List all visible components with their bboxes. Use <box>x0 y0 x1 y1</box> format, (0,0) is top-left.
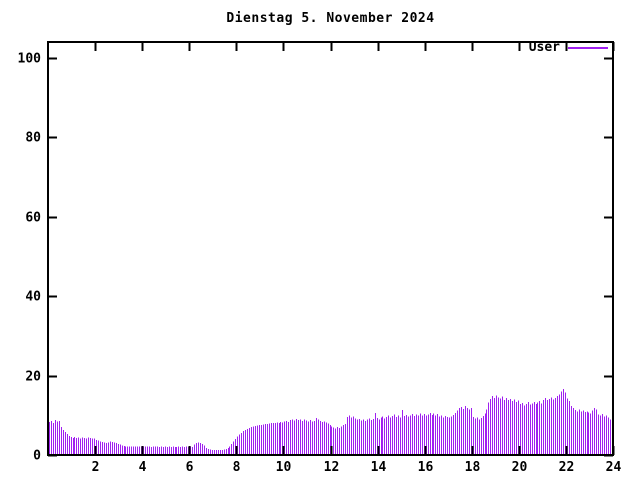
svg-text:22: 22 <box>559 460 575 475</box>
svg-text:10: 10 <box>276 460 292 475</box>
svg-text:2: 2 <box>92 460 100 475</box>
svg-text:0: 0 <box>33 449 41 464</box>
legend-label-user: User <box>528 40 560 55</box>
svg-text:12: 12 <box>324 460 340 475</box>
svg-text:16: 16 <box>418 460 434 475</box>
svg-text:20: 20 <box>25 370 41 385</box>
chart-title: Dienstag 5. November 2024 <box>226 11 435 26</box>
svg-text:100: 100 <box>18 52 42 67</box>
svg-text:24: 24 <box>606 460 622 475</box>
legend-line-swatch <box>568 47 608 49</box>
svg-text:60: 60 <box>25 211 41 226</box>
svg-text:14: 14 <box>371 460 387 475</box>
svg-text:6: 6 <box>186 460 194 475</box>
svg-text:20: 20 <box>512 460 528 475</box>
legend: User <box>48 41 608 55</box>
svg-text:18: 18 <box>465 460 481 475</box>
svg-text:4: 4 <box>139 460 147 475</box>
svg-text:80: 80 <box>25 131 41 146</box>
svg-text:40: 40 <box>25 290 41 305</box>
svg-text:8: 8 <box>233 460 241 475</box>
